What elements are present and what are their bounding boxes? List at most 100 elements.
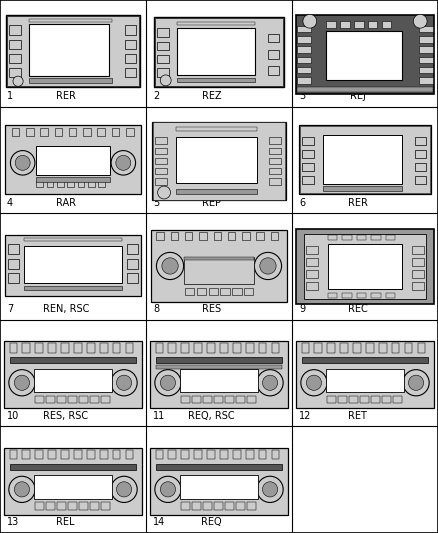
Bar: [349, 395, 358, 403]
Circle shape: [14, 482, 29, 497]
Bar: [256, 232, 264, 239]
Bar: [98, 181, 105, 187]
Bar: [419, 77, 433, 84]
Bar: [232, 288, 242, 295]
Bar: [392, 343, 399, 352]
Circle shape: [257, 370, 283, 396]
Bar: [342, 235, 352, 240]
Bar: [297, 26, 311, 33]
Bar: [151, 230, 287, 302]
Text: REP: REP: [202, 198, 221, 207]
Text: 4: 4: [7, 198, 13, 207]
Text: REL: REL: [57, 518, 75, 527]
Bar: [181, 450, 189, 459]
Text: 5: 5: [153, 198, 159, 207]
Bar: [246, 343, 254, 352]
Bar: [4, 341, 142, 408]
Bar: [100, 450, 107, 459]
Bar: [155, 179, 167, 184]
Circle shape: [301, 370, 327, 396]
Bar: [233, 450, 240, 459]
Circle shape: [160, 375, 176, 390]
Bar: [192, 395, 201, 403]
Circle shape: [156, 252, 184, 280]
Bar: [323, 187, 402, 191]
Bar: [326, 21, 336, 28]
Circle shape: [111, 370, 137, 396]
Bar: [357, 293, 366, 298]
Bar: [29, 23, 109, 76]
Circle shape: [155, 370, 181, 396]
Bar: [419, 46, 433, 53]
Bar: [29, 19, 112, 22]
Bar: [302, 136, 314, 145]
Bar: [126, 343, 134, 352]
Bar: [326, 31, 402, 80]
Bar: [247, 395, 256, 403]
Bar: [269, 148, 281, 154]
Bar: [101, 395, 110, 403]
Bar: [371, 235, 381, 240]
Bar: [340, 343, 348, 352]
Circle shape: [260, 258, 276, 274]
Bar: [176, 189, 257, 194]
Circle shape: [257, 477, 283, 503]
Bar: [220, 343, 228, 352]
Bar: [194, 450, 201, 459]
Bar: [297, 67, 311, 74]
Bar: [171, 232, 178, 239]
Text: 11: 11: [153, 411, 165, 421]
Circle shape: [403, 370, 429, 396]
Bar: [414, 150, 426, 158]
Bar: [180, 369, 258, 392]
Bar: [177, 28, 255, 76]
Bar: [371, 395, 380, 403]
Bar: [296, 341, 434, 408]
Bar: [34, 475, 112, 499]
Bar: [156, 232, 164, 239]
Bar: [405, 343, 413, 352]
Bar: [327, 395, 336, 403]
Circle shape: [160, 75, 171, 86]
Bar: [194, 343, 201, 352]
Bar: [22, 450, 30, 459]
Bar: [412, 246, 424, 254]
Bar: [61, 343, 69, 352]
Bar: [126, 128, 134, 136]
Bar: [368, 21, 378, 28]
Bar: [154, 17, 284, 87]
Bar: [208, 450, 215, 459]
Text: 9: 9: [299, 304, 305, 314]
Circle shape: [15, 155, 30, 171]
Bar: [259, 343, 266, 352]
Bar: [157, 28, 169, 37]
Bar: [57, 395, 66, 403]
Bar: [10, 357, 137, 364]
Bar: [35, 395, 44, 403]
Bar: [353, 343, 360, 352]
Bar: [203, 502, 212, 510]
Bar: [46, 181, 53, 187]
Bar: [419, 36, 433, 43]
Bar: [9, 39, 21, 49]
Bar: [36, 177, 110, 182]
Bar: [69, 128, 76, 136]
Bar: [208, 343, 215, 352]
Bar: [113, 343, 120, 352]
Bar: [101, 502, 110, 510]
Bar: [246, 450, 254, 459]
Bar: [87, 343, 95, 352]
Bar: [157, 55, 169, 63]
Bar: [419, 67, 433, 74]
Bar: [302, 150, 314, 158]
Text: 3: 3: [299, 91, 305, 101]
Bar: [304, 233, 426, 300]
Bar: [268, 50, 279, 59]
Bar: [150, 448, 288, 515]
Bar: [10, 343, 17, 352]
Bar: [181, 502, 190, 510]
Bar: [297, 46, 311, 53]
Bar: [155, 138, 167, 143]
Bar: [46, 502, 55, 510]
Text: 12: 12: [299, 411, 311, 421]
